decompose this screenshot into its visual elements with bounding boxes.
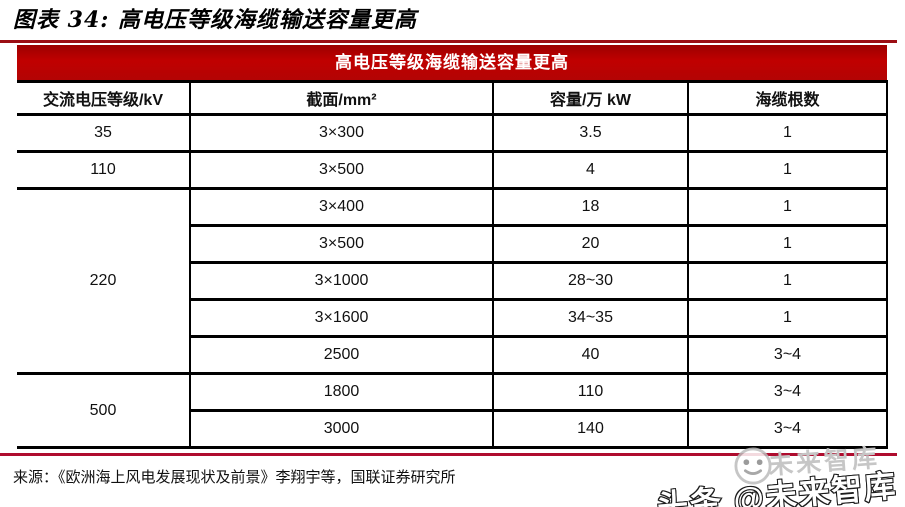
section-cell: 1800: [189, 372, 494, 412]
capacity-cell: 34~35: [492, 298, 689, 338]
table-row: 3×1000 28~30 1: [17, 261, 888, 301]
table-row: 3000 140 3~4: [17, 409, 888, 449]
table-row: 3×1600 34~35 1: [17, 298, 888, 338]
section-cell: 3000: [189, 409, 494, 449]
cable-count-cell: 3~4: [687, 335, 888, 375]
section-cell: 3×1000: [189, 261, 494, 301]
table-banner-title: 高电压等级海缆输送容量更高: [17, 45, 887, 80]
voltage-cell: 220: [17, 187, 191, 375]
cable-count-cell: 1: [687, 224, 888, 264]
capacity-cell: 20: [492, 224, 689, 264]
table-row: 2500 40 3~4: [17, 335, 888, 375]
column-header-cable-count: 海缆根数: [687, 80, 888, 116]
capacity-cell: 28~30: [492, 261, 689, 301]
table-row: 110 3×500 4 1: [17, 150, 888, 190]
table-row: 220 3×400 18 1: [17, 187, 888, 375]
column-header-section: 截面/mm²: [189, 80, 494, 116]
figure-title: 图表 34: 高电压等级海缆输送容量更高: [13, 7, 418, 33]
cable-count-cell: 1: [687, 261, 888, 301]
table-row: 500 1800 110 3~4: [17, 372, 888, 449]
section-cell: 2500: [189, 335, 494, 375]
cable-count-cell: 1: [687, 113, 888, 153]
capacity-cell: 40: [492, 335, 689, 375]
source-caption: 来源：《欧洲海上风电发展现状及前景》李翔宇等，国联证券研究所: [13, 468, 456, 486]
cable-capacity-table: 交流电压等级/kV 截面/mm² 容量/万 kW 海缆根数 35 3×300 3.5…: [17, 80, 888, 449]
capacity-cell: 3.5: [492, 113, 689, 153]
capacity-cell: 4: [492, 150, 689, 190]
section-cell: 3×300: [189, 113, 494, 153]
voltage-cell: 110: [17, 150, 191, 190]
section-cell: 3×1600: [189, 298, 494, 338]
column-header-voltage: 交流电压等级/kV: [17, 80, 191, 116]
watermark-logo-icon: [734, 447, 772, 485]
cable-count-cell: 1: [687, 187, 888, 227]
voltage-cell: 35: [17, 113, 191, 153]
table-body: 35 3×300 3.5 1 110 3×500 4 1 220 3×400 18 1 3×500 20 1…: [17, 113, 888, 449]
cable-count-cell: 1: [687, 150, 888, 190]
cable-count-cell: 1: [687, 298, 888, 338]
top-rule-divider: [0, 40, 897, 43]
section-cell: 3×400: [189, 187, 494, 227]
table-header-row: 交流电压等级/kV 截面/mm² 容量/万 kW 海缆根数: [17, 80, 888, 116]
capacity-cell: 18: [492, 187, 689, 227]
table-row: 35 3×300 3.5 1: [17, 113, 888, 153]
section-cell: 3×500: [189, 150, 494, 190]
voltage-cell: 500: [17, 372, 191, 449]
section-cell: 3×500: [189, 224, 494, 264]
column-header-capacity: 容量/万 kW: [492, 80, 689, 116]
cable-count-cell: 3~4: [687, 372, 888, 412]
table-row: 3×500 20 1: [17, 224, 888, 264]
capacity-cell: 110: [492, 372, 689, 412]
capacity-cell: 140: [492, 409, 689, 449]
cable-count-cell: 3~4: [687, 409, 888, 449]
bottom-rule-divider: [0, 453, 897, 456]
